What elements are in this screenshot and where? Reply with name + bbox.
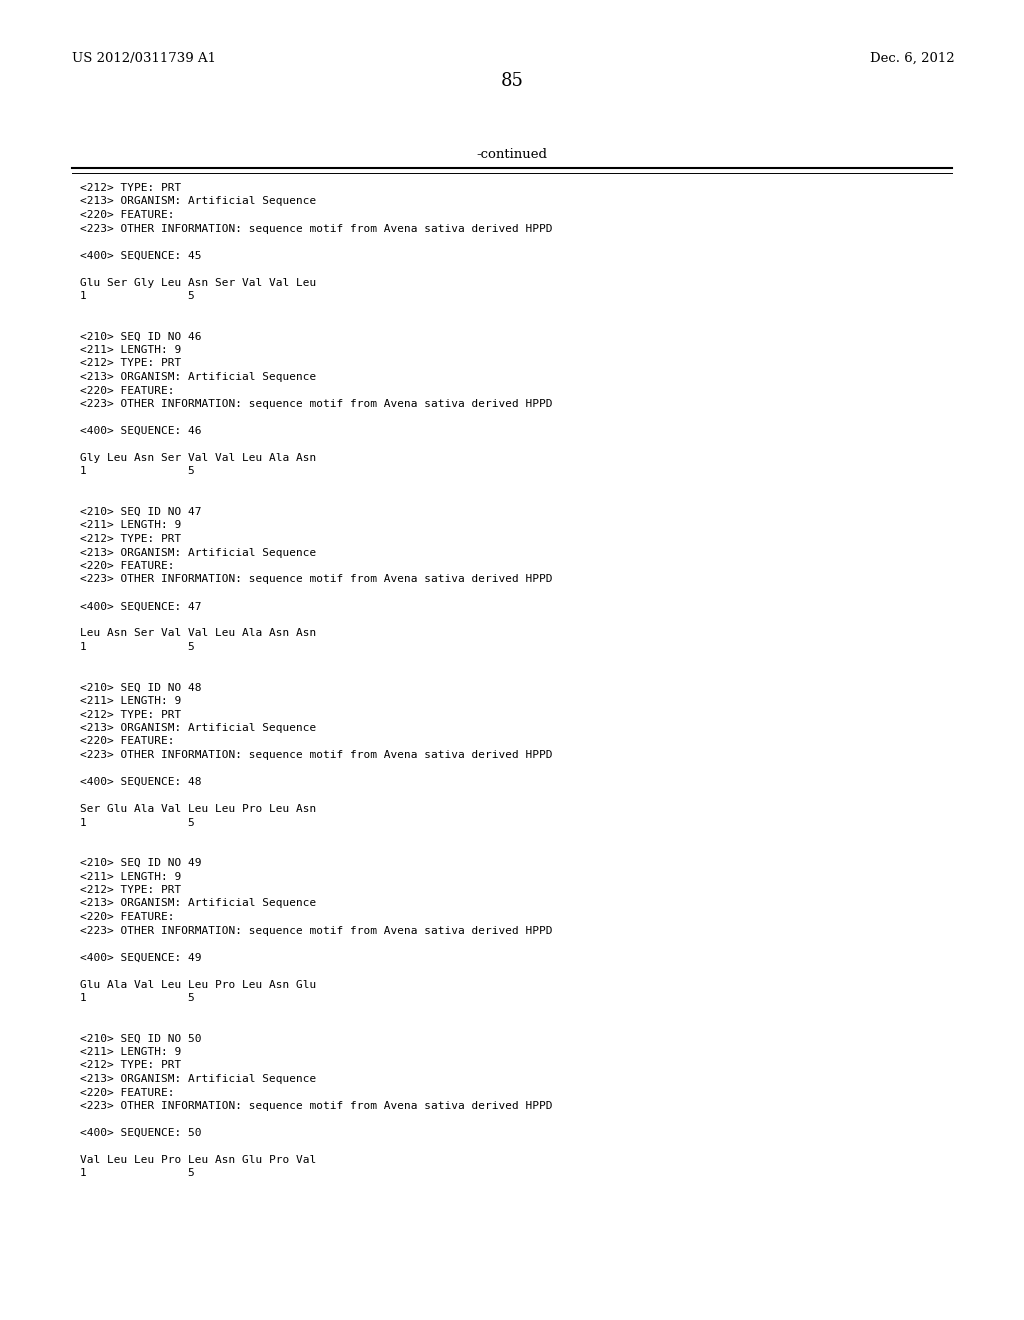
Text: <400> SEQUENCE: 47: <400> SEQUENCE: 47: [80, 602, 202, 611]
Text: <211> LENGTH: 9: <211> LENGTH: 9: [80, 871, 181, 882]
Text: <212> TYPE: PRT: <212> TYPE: PRT: [80, 1060, 181, 1071]
Text: <212> TYPE: PRT: <212> TYPE: PRT: [80, 359, 181, 368]
Text: 1               5: 1 5: [80, 993, 195, 1003]
Text: <210> SEQ ID NO 46: <210> SEQ ID NO 46: [80, 331, 202, 342]
Text: <223> OTHER INFORMATION: sequence motif from Avena sativa derived HPPD: <223> OTHER INFORMATION: sequence motif …: [80, 750, 553, 760]
Text: <223> OTHER INFORMATION: sequence motif from Avena sativa derived HPPD: <223> OTHER INFORMATION: sequence motif …: [80, 574, 553, 585]
Text: -continued: -continued: [476, 148, 548, 161]
Text: <213> ORGANISM: Artificial Sequence: <213> ORGANISM: Artificial Sequence: [80, 899, 316, 908]
Text: Dec. 6, 2012: Dec. 6, 2012: [870, 51, 955, 65]
Text: Glu Ala Val Leu Leu Pro Leu Asn Glu: Glu Ala Val Leu Leu Pro Leu Asn Glu: [80, 979, 316, 990]
Text: <400> SEQUENCE: 50: <400> SEQUENCE: 50: [80, 1129, 202, 1138]
Text: <213> ORGANISM: Artificial Sequence: <213> ORGANISM: Artificial Sequence: [80, 372, 316, 381]
Text: 1               5: 1 5: [80, 642, 195, 652]
Text: Val Leu Leu Pro Leu Asn Glu Pro Val: Val Leu Leu Pro Leu Asn Glu Pro Val: [80, 1155, 316, 1166]
Text: <220> FEATURE:: <220> FEATURE:: [80, 210, 174, 220]
Text: 1               5: 1 5: [80, 290, 195, 301]
Text: <223> OTHER INFORMATION: sequence motif from Avena sativa derived HPPD: <223> OTHER INFORMATION: sequence motif …: [80, 399, 553, 409]
Text: <400> SEQUENCE: 45: <400> SEQUENCE: 45: [80, 251, 202, 260]
Text: <400> SEQUENCE: 48: <400> SEQUENCE: 48: [80, 777, 202, 787]
Text: Ser Glu Ala Val Leu Leu Pro Leu Asn: Ser Glu Ala Val Leu Leu Pro Leu Asn: [80, 804, 316, 814]
Text: <210> SEQ ID NO 47: <210> SEQ ID NO 47: [80, 507, 202, 517]
Text: US 2012/0311739 A1: US 2012/0311739 A1: [72, 51, 216, 65]
Text: <213> ORGANISM: Artificial Sequence: <213> ORGANISM: Artificial Sequence: [80, 1074, 316, 1084]
Text: 1               5: 1 5: [80, 1168, 195, 1179]
Text: <211> LENGTH: 9: <211> LENGTH: 9: [80, 696, 181, 706]
Text: <213> ORGANISM: Artificial Sequence: <213> ORGANISM: Artificial Sequence: [80, 723, 316, 733]
Text: 1               5: 1 5: [80, 817, 195, 828]
Text: <223> OTHER INFORMATION: sequence motif from Avena sativa derived HPPD: <223> OTHER INFORMATION: sequence motif …: [80, 223, 553, 234]
Text: <220> FEATURE:: <220> FEATURE:: [80, 737, 174, 747]
Text: <213> ORGANISM: Artificial Sequence: <213> ORGANISM: Artificial Sequence: [80, 197, 316, 206]
Text: Glu Ser Gly Leu Asn Ser Val Val Leu: Glu Ser Gly Leu Asn Ser Val Val Leu: [80, 277, 316, 288]
Text: <220> FEATURE:: <220> FEATURE:: [80, 385, 174, 396]
Text: <212> TYPE: PRT: <212> TYPE: PRT: [80, 183, 181, 193]
Text: <223> OTHER INFORMATION: sequence motif from Avena sativa derived HPPD: <223> OTHER INFORMATION: sequence motif …: [80, 1101, 553, 1111]
Text: <210> SEQ ID NO 50: <210> SEQ ID NO 50: [80, 1034, 202, 1044]
Text: <211> LENGTH: 9: <211> LENGTH: 9: [80, 520, 181, 531]
Text: 1               5: 1 5: [80, 466, 195, 477]
Text: <212> TYPE: PRT: <212> TYPE: PRT: [80, 710, 181, 719]
Text: <211> LENGTH: 9: <211> LENGTH: 9: [80, 345, 181, 355]
Text: <212> TYPE: PRT: <212> TYPE: PRT: [80, 535, 181, 544]
Text: <400> SEQUENCE: 46: <400> SEQUENCE: 46: [80, 426, 202, 436]
Text: <223> OTHER INFORMATION: sequence motif from Avena sativa derived HPPD: <223> OTHER INFORMATION: sequence motif …: [80, 925, 553, 936]
Text: <210> SEQ ID NO 49: <210> SEQ ID NO 49: [80, 858, 202, 869]
Text: Leu Asn Ser Val Val Leu Ala Asn Asn: Leu Asn Ser Val Val Leu Ala Asn Asn: [80, 628, 316, 639]
Text: <212> TYPE: PRT: <212> TYPE: PRT: [80, 884, 181, 895]
Text: <213> ORGANISM: Artificial Sequence: <213> ORGANISM: Artificial Sequence: [80, 548, 316, 557]
Text: <220> FEATURE:: <220> FEATURE:: [80, 1088, 174, 1097]
Text: <220> FEATURE:: <220> FEATURE:: [80, 912, 174, 921]
Text: <220> FEATURE:: <220> FEATURE:: [80, 561, 174, 572]
Text: 85: 85: [501, 73, 523, 90]
Text: <400> SEQUENCE: 49: <400> SEQUENCE: 49: [80, 953, 202, 962]
Text: <211> LENGTH: 9: <211> LENGTH: 9: [80, 1047, 181, 1057]
Text: Gly Leu Asn Ser Val Val Leu Ala Asn: Gly Leu Asn Ser Val Val Leu Ala Asn: [80, 453, 316, 463]
Text: <210> SEQ ID NO 48: <210> SEQ ID NO 48: [80, 682, 202, 693]
